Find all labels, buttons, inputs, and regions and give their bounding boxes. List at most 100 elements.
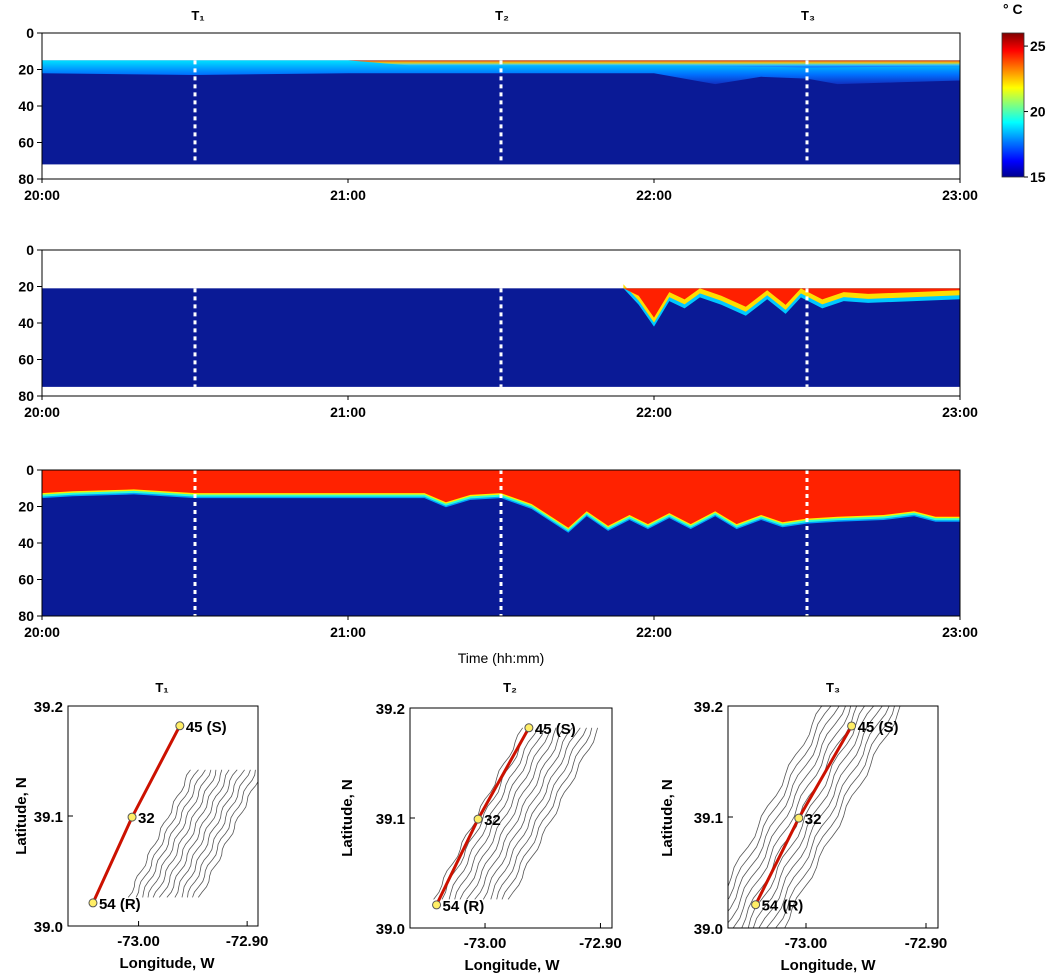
ship-track <box>91 725 182 904</box>
isoline <box>459 727 551 900</box>
isoline <box>490 727 581 900</box>
x-axis-middle: 20:00 21:00 22:00 23:00 <box>24 396 978 420</box>
map-t3-xlabel: Longitude, W <box>781 957 877 974</box>
map-t3-title: T₃ <box>826 680 840 695</box>
station-marker <box>432 900 442 910</box>
map-t3-axes: 39.0 39.1 39.2 -73.00 -72.90 <box>694 699 947 952</box>
y-tick-label: 80 <box>18 171 34 187</box>
station-label: 54 (R) <box>762 898 804 915</box>
station-label: 54 (R) <box>99 896 141 913</box>
colorbar-unit: ° C <box>1003 1 1023 17</box>
map-y-tick-label: 39.2 <box>694 699 723 716</box>
y-axis-bottom: 0 20 40 60 80 <box>18 462 42 624</box>
y-tick-label: 0 <box>26 462 34 478</box>
map-t3: T₃ 45 (S) 32 54 (R) 39.0 39.1 39.2 -73.00 -72.… <box>659 680 947 974</box>
map-t3-track: 45 (S) 32 54 (R) <box>751 719 898 915</box>
transect-label-t3: T₃ <box>801 8 815 23</box>
transect-lines-middle <box>193 288 809 387</box>
map-t1-title: T₁ <box>155 680 168 695</box>
y-tick-label: 20 <box>18 62 34 78</box>
map-y-tick-label: 39.1 <box>376 811 405 828</box>
x-tick-label: 21:00 <box>330 404 366 420</box>
station-label: 45 (S) <box>535 721 576 738</box>
map-t2-track: 45 (S) 32 54 (R) <box>432 721 576 915</box>
x-tick-label: 20:00 <box>24 624 60 640</box>
isoline <box>775 706 895 928</box>
colorbar-tick-label: 15 <box>1030 169 1046 185</box>
isoline <box>127 769 191 898</box>
y-tick-label: 80 <box>18 608 34 624</box>
x-tick-label: 21:00 <box>330 187 366 203</box>
x-axis-bottom: 20:00 21:00 22:00 23:00 <box>24 616 978 640</box>
x-tick-label: 23:00 <box>942 624 978 640</box>
isoline <box>728 706 846 924</box>
y-tick-label: 60 <box>18 572 34 588</box>
map-y-tick-label: 39.0 <box>376 921 405 938</box>
map-x-tick-label: -72.90 <box>226 933 269 950</box>
panel-middle: 0 20 40 60 80 20:00 21:00 22:00 23:00 <box>18 242 978 420</box>
time-axis-label: Time (hh:mm) <box>458 650 545 666</box>
panel-bottom: 0 20 40 60 80 20:00 21:00 22:00 23:00 Time (hh:… <box>18 462 978 666</box>
x-tick-label: 22:00 <box>636 624 672 640</box>
transect-lines-bottom <box>193 470 809 616</box>
x-tick-label: 22:00 <box>636 404 672 420</box>
transect-label-t1: T₁ <box>191 8 204 23</box>
station-label: 45 (S) <box>186 719 227 736</box>
isoline <box>174 769 238 898</box>
x-tick-label: 22:00 <box>636 187 672 203</box>
y-tick-label: 0 <box>26 242 34 258</box>
y-tick-label: 60 <box>18 352 34 368</box>
map-y-tick-label: 39.2 <box>376 701 405 718</box>
map-y-tick-label: 39.0 <box>694 921 723 938</box>
isoline <box>181 769 245 898</box>
transect-lines-top <box>193 60 809 165</box>
x-axis-top: 20:00 21:00 22:00 23:00 <box>24 179 978 203</box>
transect-labels: T₁ T₂ T₃ <box>191 8 815 23</box>
station-marker <box>127 812 137 822</box>
map-x-tick-label: -72.90 <box>905 935 948 952</box>
ship-track <box>754 725 853 906</box>
isoline <box>507 727 598 900</box>
isoline <box>192 769 256 898</box>
isoline <box>482 727 573 900</box>
x-tick-label: 21:00 <box>330 624 366 640</box>
map-x-tick-label: -73.00 <box>464 935 507 952</box>
isoline <box>741 706 858 928</box>
station-label: 54 (R) <box>443 898 485 915</box>
panel-top: 0 20 40 60 80 20:00 21:00 22:00 23:00 T₁ T₂ T₃ <box>18 8 978 203</box>
isoline <box>433 727 524 900</box>
y-axis-top: 0 20 40 60 80 <box>18 25 42 187</box>
map-y-tick-label: 39.1 <box>694 810 723 827</box>
x-tick-label: 23:00 <box>942 187 978 203</box>
map-x-tick-label: -73.00 <box>785 935 828 952</box>
station-marker <box>524 723 534 733</box>
isoline <box>152 769 217 898</box>
isoline <box>728 706 823 888</box>
intrusion-core <box>623 288 960 318</box>
station-label: 32 <box>484 812 501 829</box>
station-marker <box>175 721 185 731</box>
map-t1-hatch <box>127 769 258 898</box>
map-t2-hatch <box>433 727 598 900</box>
colorbar-tick-label: 20 <box>1030 104 1046 120</box>
y-tick-label: 40 <box>18 98 34 114</box>
isoline <box>728 706 840 912</box>
colorbar-gradient <box>1001 32 1025 178</box>
map-x-tick-label: -72.90 <box>579 935 622 952</box>
isoline <box>732 706 852 928</box>
y-tick-label: 60 <box>18 135 34 151</box>
map-t2-ylabel: Latitude, N <box>339 779 356 857</box>
y-tick-label: 40 <box>18 315 34 331</box>
map-t2-title: T₂ <box>503 680 517 695</box>
isoline <box>466 727 557 900</box>
map-t1-xlabel: Longitude, W <box>120 955 216 972</box>
isoline <box>197 780 258 898</box>
isoline <box>752 706 875 928</box>
map-t3-ylabel: Latitude, N <box>659 779 676 857</box>
isoline <box>448 727 540 900</box>
station-label: 32 <box>138 810 155 827</box>
isoline <box>501 727 593 900</box>
isoline <box>758 706 883 928</box>
isoline <box>765 706 890 928</box>
surface-warm-layer <box>42 470 960 528</box>
